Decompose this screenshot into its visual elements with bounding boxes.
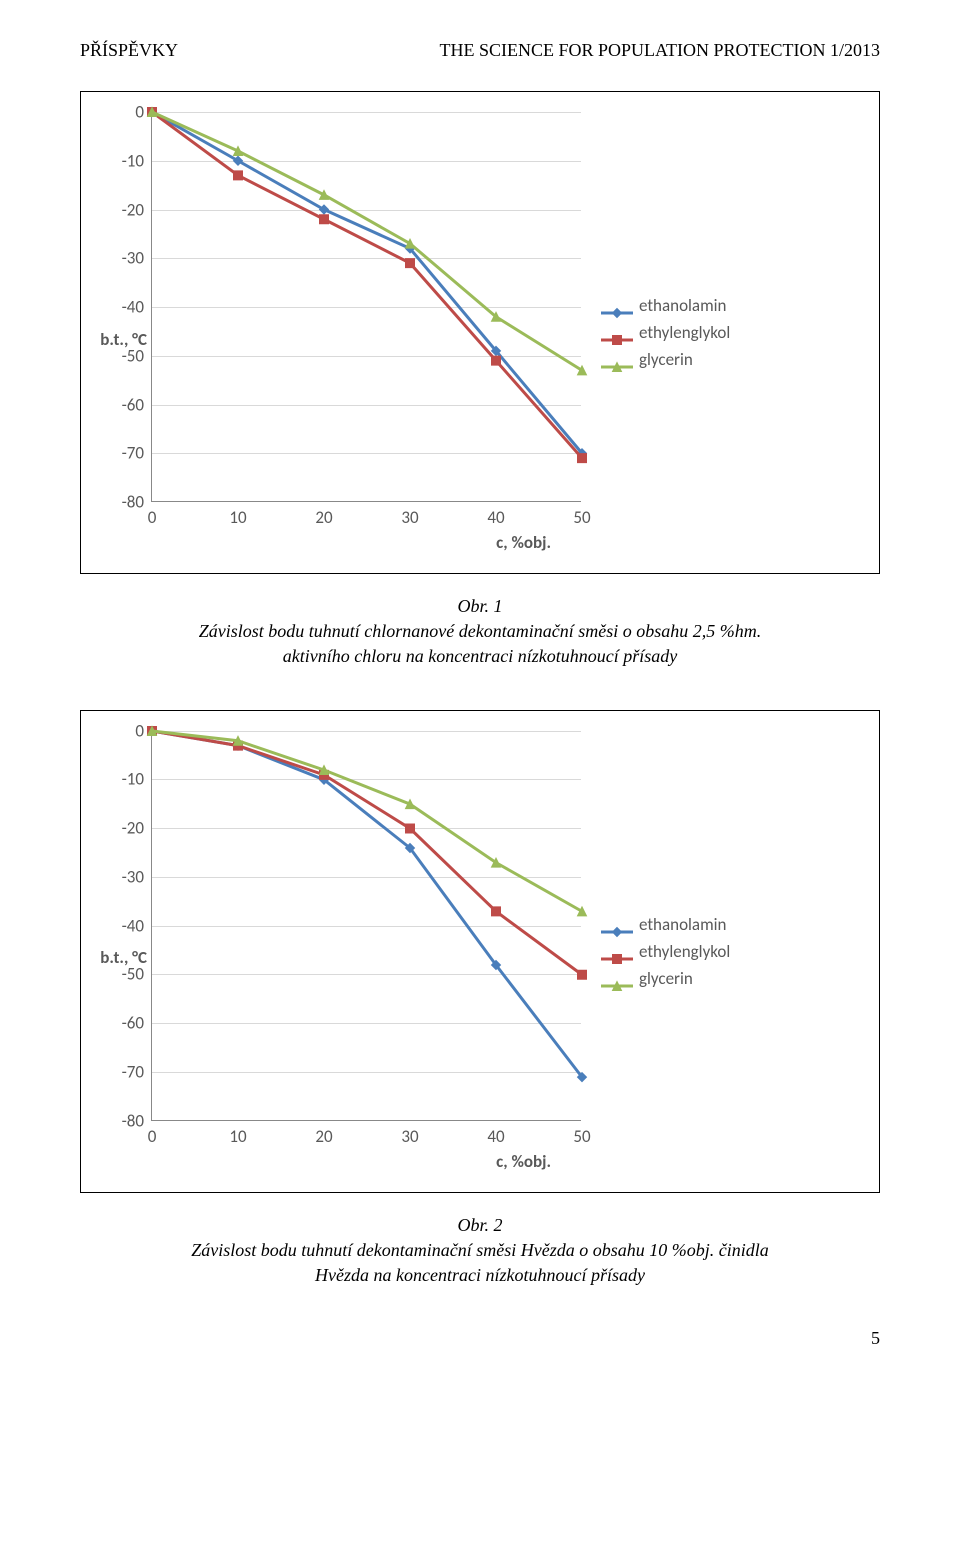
legend-label: ethylenglykol <box>639 941 730 962</box>
chart1-xlabel: c, %obj. <box>151 532 581 553</box>
ytick-label: -70 <box>122 1061 152 1082</box>
ytick-label: -30 <box>122 866 152 887</box>
xtick-label: 50 <box>573 501 590 528</box>
legend-item: ethylenglykol <box>601 941 730 962</box>
ytick-label: -70 <box>122 443 152 464</box>
xtick-label: 20 <box>315 1120 332 1147</box>
ytick-label: -60 <box>122 394 152 415</box>
legend-swatch <box>601 358 633 361</box>
header-right: THE SCIENCE FOR POPULATION PROTECTION 1/… <box>439 40 880 61</box>
xtick-label: 0 <box>148 1120 157 1147</box>
legend-item: ethanolamin <box>601 914 730 935</box>
xtick-label: 40 <box>487 1120 504 1147</box>
caption2-line1: Závislost bodu tuhnutí dekontaminační sm… <box>191 1240 768 1260</box>
ytick-label: -30 <box>122 248 152 269</box>
xtick-label: 10 <box>229 1120 246 1147</box>
legend-label: glycerin <box>639 968 693 989</box>
xtick-label: 10 <box>229 501 246 528</box>
xtick-label: 50 <box>573 1120 590 1147</box>
legend-label: ethanolamin <box>639 295 727 316</box>
ytick-label: -10 <box>122 150 152 171</box>
page-number: 5 <box>80 1328 880 1349</box>
chart1-legend: ethanolamin ethylenglykol glycerin <box>601 289 730 376</box>
legend-label: glycerin <box>639 349 693 370</box>
legend-item: glycerin <box>601 349 730 370</box>
legend-label: ethylenglykol <box>639 322 730 343</box>
legend-swatch <box>601 304 633 307</box>
header-left: PŘÍSPĚVKY <box>80 40 178 61</box>
caption1-obr: Obr. 1 <box>80 594 880 619</box>
caption1: Obr. 1 Závislost bodu tuhnutí chlornanov… <box>80 594 880 670</box>
caption2-line2: Hvězda na koncentraci nízkotuhnoucí přís… <box>315 1265 645 1285</box>
caption2-obr: Obr. 2 <box>80 1213 880 1238</box>
chart2-plot: -80-70-60-50-40-30-20-10001020304050 <box>151 731 581 1121</box>
ytick-label: -50 <box>122 964 152 985</box>
legend-item: glycerin <box>601 968 730 989</box>
caption2: Obr. 2 Závislost bodu tuhnutí dekontamin… <box>80 1213 880 1289</box>
chart1-plot: -80-70-60-50-40-30-20-10001020304050 <box>151 112 581 502</box>
chart2-frame: b.t., °C -80-70-60-50-40-30-20-100010203… <box>80 710 880 1193</box>
legend-swatch <box>601 950 633 953</box>
ytick-label: -20 <box>122 818 152 839</box>
legend-swatch <box>601 977 633 980</box>
xtick-label: 30 <box>401 1120 418 1147</box>
chart1-frame: b.t., °C -80-70-60-50-40-30-20-100010203… <box>80 91 880 574</box>
chart2-legend: ethanolamin ethylenglykol glycerin <box>601 908 730 995</box>
page-header: PŘÍSPĚVKY THE SCIENCE FOR POPULATION PRO… <box>80 40 880 61</box>
ytick-label: -50 <box>122 345 152 366</box>
legend-swatch <box>601 331 633 334</box>
ytick-label: -20 <box>122 199 152 220</box>
xtick-label: 40 <box>487 501 504 528</box>
legend-item: ethanolamin <box>601 295 730 316</box>
ytick-label: -40 <box>122 297 152 318</box>
ytick-label: -40 <box>122 915 152 936</box>
legend-swatch <box>601 923 633 926</box>
xtick-label: 20 <box>315 501 332 528</box>
caption1-line2: aktivního chloru na koncentraci nízkotuh… <box>283 646 677 666</box>
caption1-line1: Závislost bodu tuhnutí chlornanové dekon… <box>199 621 761 641</box>
legend-label: ethanolamin <box>639 914 727 935</box>
ytick-label: -10 <box>122 769 152 790</box>
page: PŘÍSPĚVKY THE SCIENCE FOR POPULATION PRO… <box>0 0 960 1379</box>
xtick-label: 0 <box>148 501 157 528</box>
xtick-label: 30 <box>401 501 418 528</box>
legend-item: ethylenglykol <box>601 322 730 343</box>
ytick-label: -60 <box>122 1013 152 1034</box>
chart2-xlabel: c, %obj. <box>151 1151 581 1172</box>
